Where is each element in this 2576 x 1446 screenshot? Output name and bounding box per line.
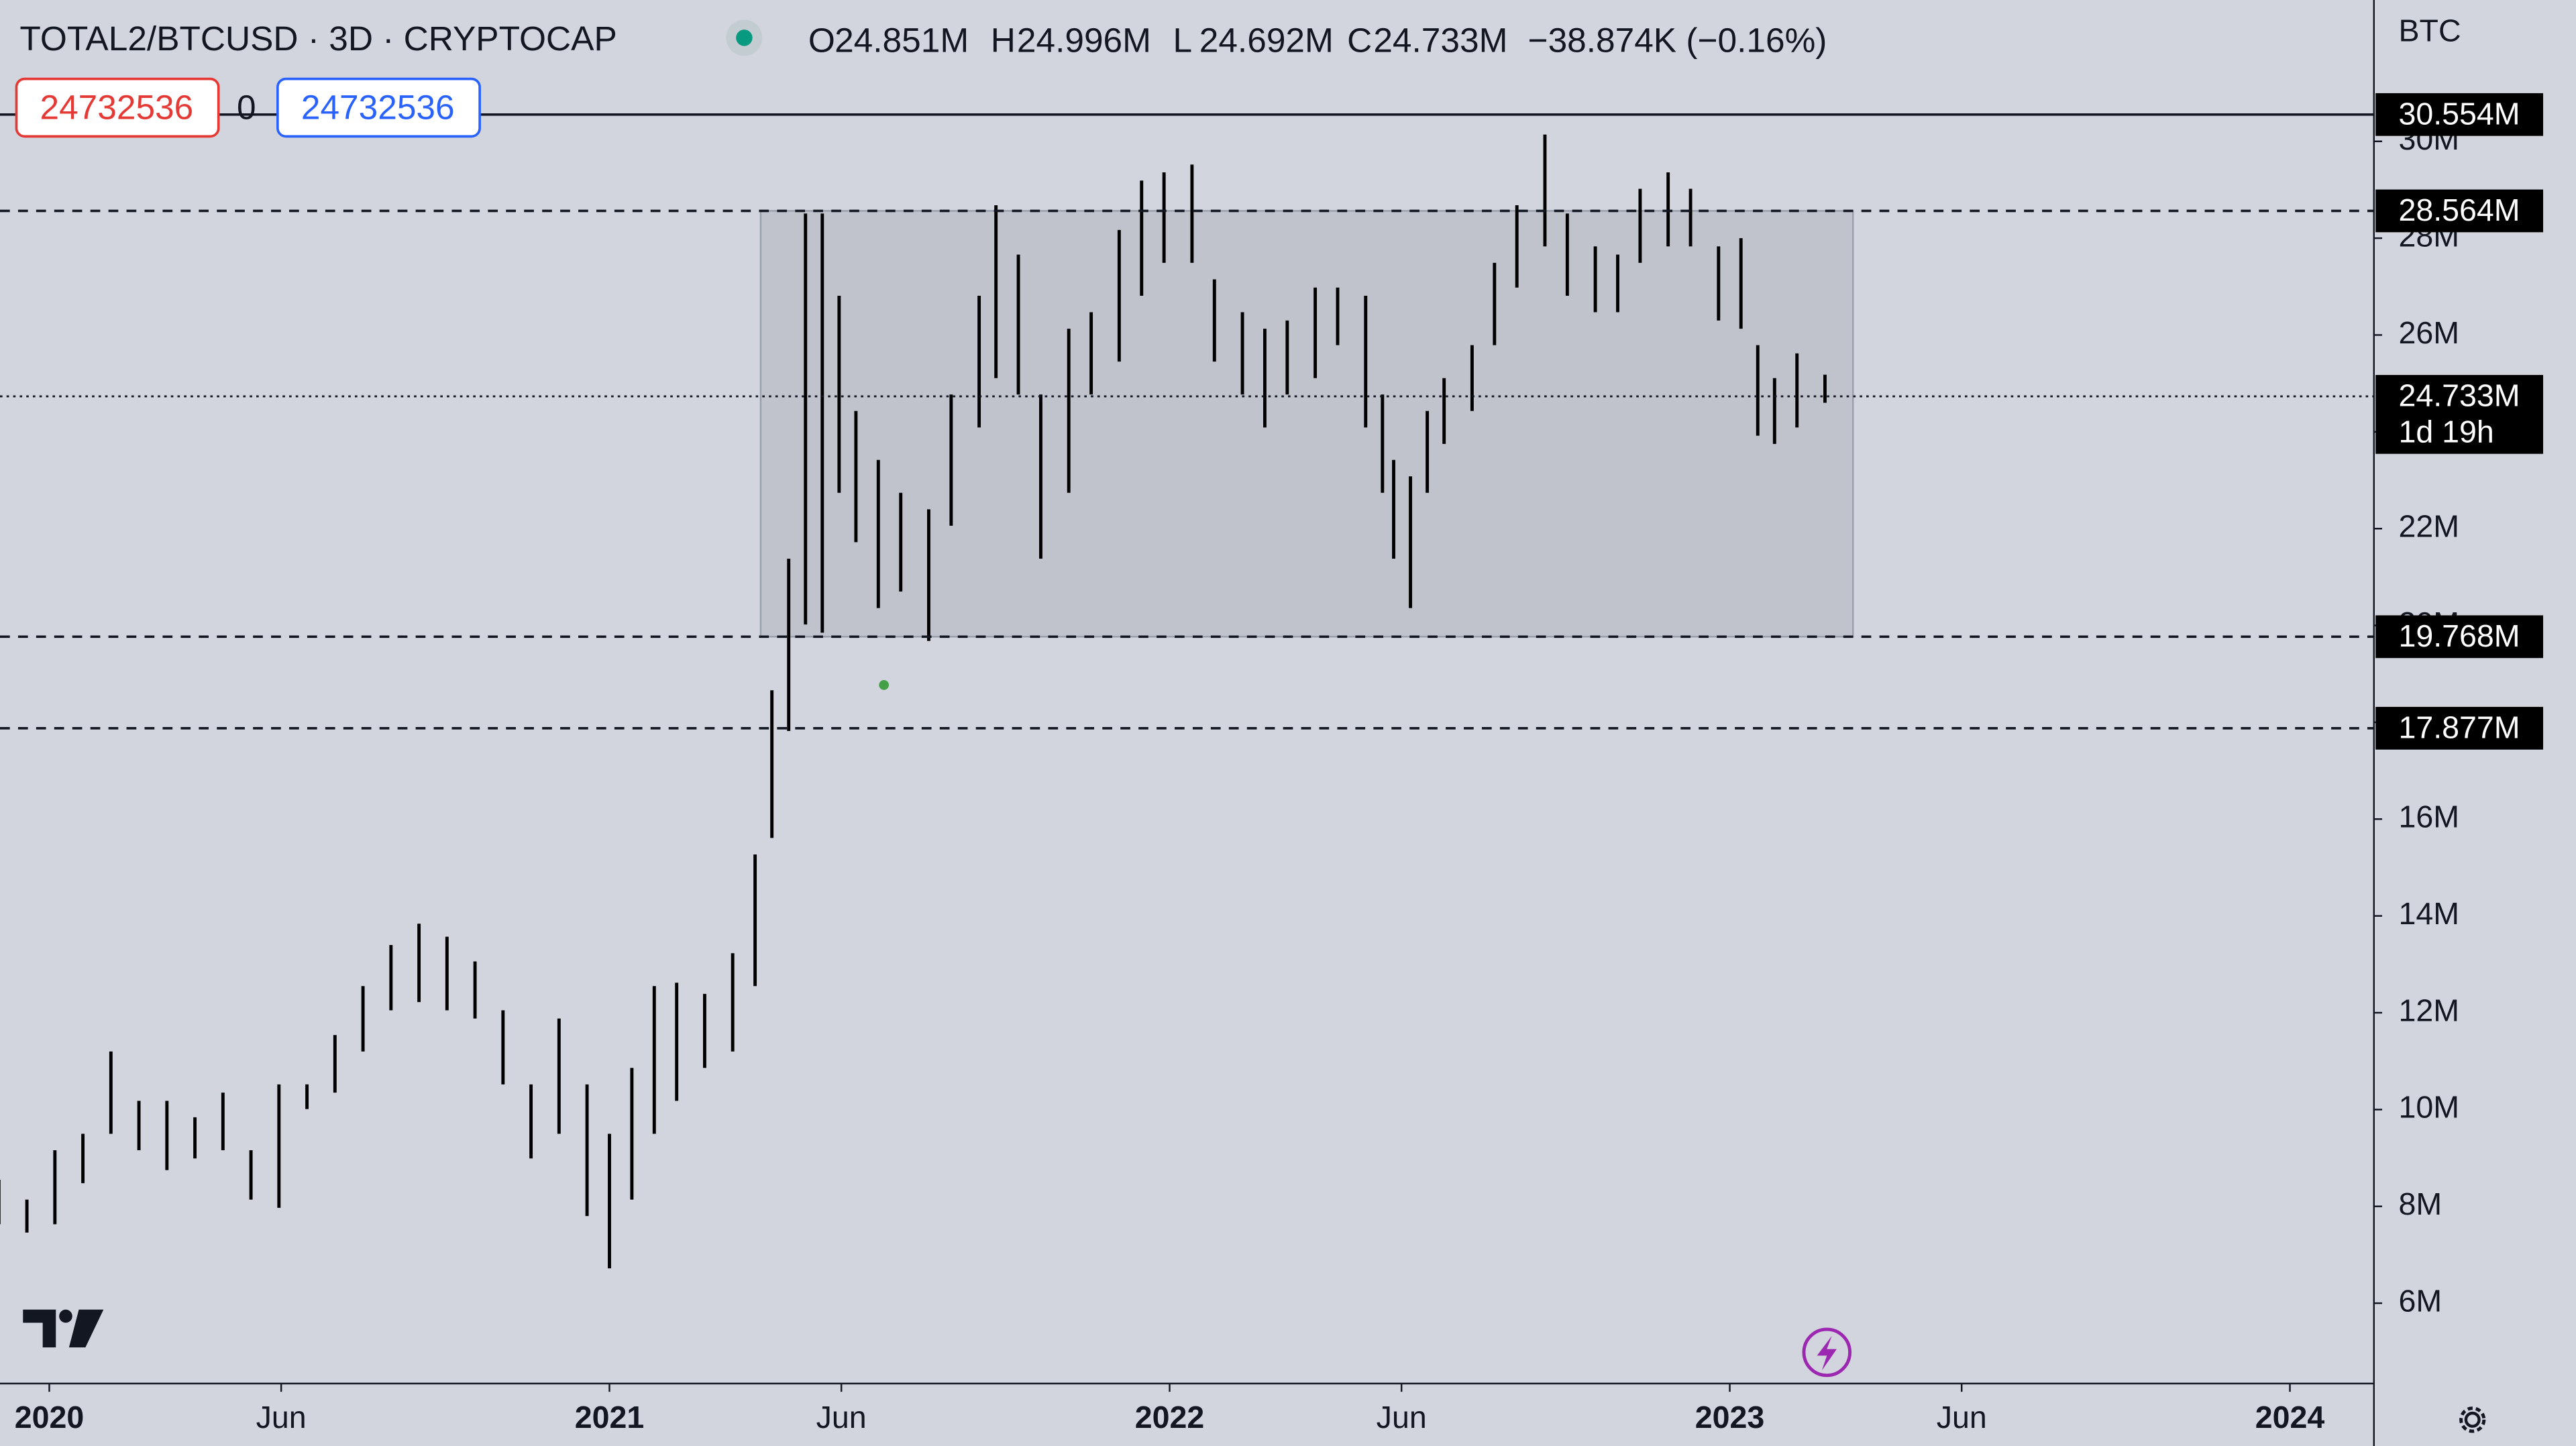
price-label: 30.554M — [2399, 97, 2520, 131]
ohlc-value: 24.733M — [1373, 20, 1507, 59]
price-label: 28.564M — [2399, 192, 2520, 227]
y-tick-label: 16M — [2399, 799, 2460, 834]
x-tick-label: Jun — [816, 1400, 867, 1435]
y-tick-label: 8M — [2399, 1186, 2443, 1221]
gear-teeth — [2459, 1406, 2486, 1433]
price-label-box — [2375, 375, 2544, 454]
ohlc-letter: O — [808, 20, 835, 59]
market-status-dot[interactable] — [736, 30, 753, 46]
settings-button[interactable] — [2459, 1406, 2486, 1433]
ohlc-legend: O 24.851M H 24.996M L 24.692M C 24.733M −38.874K… — [808, 20, 1827, 59]
ohlc-value: 24.996M — [1017, 20, 1151, 59]
y-tick-label: 10M — [2399, 1090, 2460, 1125]
symbol-title: TOTAL2/BTCUSD · 3D · CRYPTOCAP — [19, 19, 616, 58]
x-tick-label: 2023 — [1695, 1400, 1764, 1435]
lightning-icon — [1817, 1335, 1837, 1371]
ohlc-value: 24.692M — [1199, 20, 1334, 59]
price-label-box — [2375, 189, 2544, 233]
ohlc-value: 24.851M — [835, 20, 969, 59]
x-tick-label: 2021 — [575, 1400, 644, 1435]
price-label-box — [2375, 706, 2544, 750]
countdown-label: 1d 19h — [2399, 414, 2494, 449]
sell-button[interactable] — [15, 77, 220, 138]
ohlc-letter: C — [1347, 20, 1372, 59]
spread: 0 — [237, 88, 256, 127]
price-label: 19.768M — [2399, 618, 2520, 653]
signal-dot — [879, 679, 889, 690]
x-tick-label: 2020 — [15, 1400, 84, 1435]
y-tick-label: 14M — [2399, 896, 2460, 931]
series-layer — [0, 134, 1827, 1269]
y-tick-label: 6M — [2399, 1283, 2443, 1318]
buy-price[interactable]: 24732536 — [301, 88, 455, 127]
lightning-button[interactable] — [1802, 1327, 1851, 1378]
currency-label: BTC — [2399, 13, 2461, 48]
change-value: −38.874K (−0.16%) — [1528, 20, 1827, 59]
y-tick-label: 12M — [2399, 993, 2460, 1027]
plot-layer — [759, 210, 1854, 638]
tradingview-logo[interactable] — [23, 1309, 104, 1347]
x-tick-label: 2024 — [2255, 1400, 2325, 1435]
range-box — [759, 210, 1854, 638]
x-tick-label: Jun — [1377, 1400, 1427, 1435]
ohlc-letter: L — [1173, 20, 1193, 59]
logo-part — [68, 1309, 104, 1347]
ohlc-letter: H — [991, 20, 1016, 59]
y-tick-label: 26M — [2399, 315, 2460, 350]
lightning-ring — [1802, 1327, 1851, 1378]
gear-hub — [2464, 1411, 2481, 1428]
x-tick-label: Jun — [1937, 1400, 1987, 1435]
sell-price[interactable]: 24732536 — [40, 88, 194, 127]
price-label-box — [2375, 93, 2544, 136]
y-tick-label: 22M — [2399, 508, 2460, 543]
price-label-box — [2375, 615, 2544, 659]
logo-part — [23, 1309, 56, 1347]
x-tick-label: 2022 — [1135, 1400, 1204, 1435]
price-label: 17.877M — [2399, 710, 2520, 745]
price-label: 24.733M — [2399, 378, 2520, 413]
x-tick-label: Jun — [256, 1400, 307, 1435]
logo-part — [59, 1309, 72, 1323]
buy-button[interactable] — [276, 77, 481, 138]
